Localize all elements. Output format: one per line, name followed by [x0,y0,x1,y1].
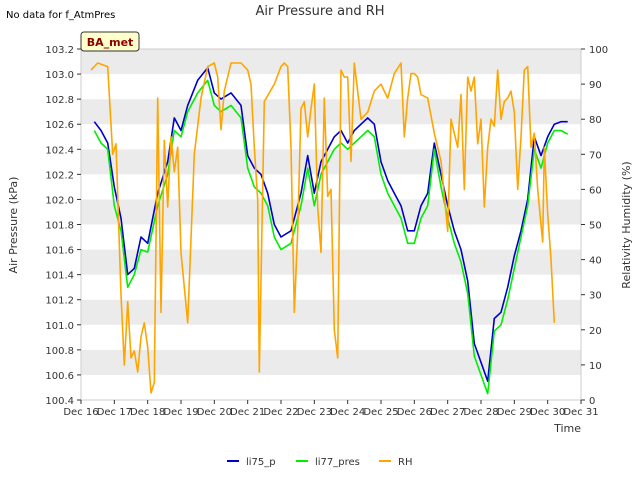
x-tick-label: Dec 21 [230,407,265,418]
y-axis-right-label: Relativity Humidity (%) [620,161,633,288]
y-right-tick-label: 50 [589,221,602,232]
y-left-tick-label: 101.2 [45,296,74,307]
x-tick-label: Dec 28 [463,407,498,418]
grid-band [81,49,581,75]
x-tick-label: Dec 29 [497,407,532,418]
x-tick-label: Dec 20 [197,407,232,418]
x-tick-label: Dec 31 [563,407,598,418]
x-tick-label: Dec 19 [163,407,198,418]
grid-band [81,324,581,350]
y-axis-left-label: Air Pressure (kPa) [7,177,20,274]
y-left-tick-label: 102.0 [45,195,74,206]
site-badge-box [80,31,140,52]
x-axis-label: Time [553,422,581,435]
x-tick-label: Dec 22 [263,407,298,418]
grid-band [81,124,581,150]
legend-label: li75_p [246,457,276,468]
chart-title: Air Pressure and RH [255,4,384,19]
y-right-tick-label: 20 [589,326,602,337]
y-left-tick-label: 100.6 [45,371,74,382]
x-tick-label: Dec 16 [63,407,98,418]
series-group [90,62,569,395]
grid-band [81,149,581,175]
y-left-tick-label: 100.8 [45,346,74,357]
y-right-tick-label: 30 [589,291,602,302]
x-tick-label: Dec 24 [330,407,365,418]
y-left-tick-label: 102.8 [45,95,74,106]
y-left-tick-label: 101.0 [45,321,74,332]
series-line-rh [90,62,556,394]
x-tick-label: Dec 25 [363,407,398,418]
grid-band [81,299,581,325]
y-axis-right: 0 10 20 30 40 50 60 70 80 90 100 [581,45,608,407]
y-right-tick-label: 0 [589,396,595,407]
x-tick-label: Dec 18 [130,407,165,418]
x-tick-label: Dec 23 [297,407,332,418]
x-tick-label: Dec 26 [397,407,432,418]
y-right-tick-label: 40 [589,256,602,267]
corner-note: No data for f_AtmPres [6,10,115,21]
x-tick-label: Dec 30 [530,407,565,418]
grid-band [81,274,581,300]
grid-band [81,374,581,400]
site-badge: BA_met [80,31,140,52]
y-right-tick-label: 100 [589,45,608,56]
y-right-tick-label: 60 [589,185,602,196]
y-left-tick-label: 101.8 [45,221,74,232]
y-axis-left: 100.4 100.6 100.8 101.0 101.2 101.4 101.6 101.8… [45,45,81,407]
legend: li75_p li77_pres RH [227,457,412,468]
y-right-tick-label: 80 [589,115,602,126]
grid-band [81,349,581,375]
series-line-li75-p [93,67,568,383]
site-badge-label: BA_met [87,36,134,49]
grid-band [81,224,581,250]
grid-band [81,249,581,275]
legend-label: RH [398,457,412,468]
series-line-li77-pres [93,79,569,395]
y-left-tick-label: 101.6 [45,246,74,257]
y-left-tick-label: 103.0 [45,70,74,81]
y-left-tick-label: 102.2 [45,170,74,181]
x-tick-label: Dec 17 [97,407,132,418]
y-right-tick-label: 90 [589,80,602,91]
grid-band [81,74,581,100]
y-right-tick-label: 70 [589,150,602,161]
y-right-tick-label: 10 [589,361,602,372]
y-left-tick-label: 100.4 [45,396,74,407]
grid-band [81,99,581,125]
y-left-tick-label: 101.4 [45,271,74,282]
legend-label: li77_pres [315,457,360,468]
y-left-tick-label: 102.6 [45,120,74,131]
x-tick-label: Dec 27 [430,407,465,418]
y-left-tick-label: 102.4 [45,145,74,156]
y-left-tick-label: 103.2 [45,45,74,56]
